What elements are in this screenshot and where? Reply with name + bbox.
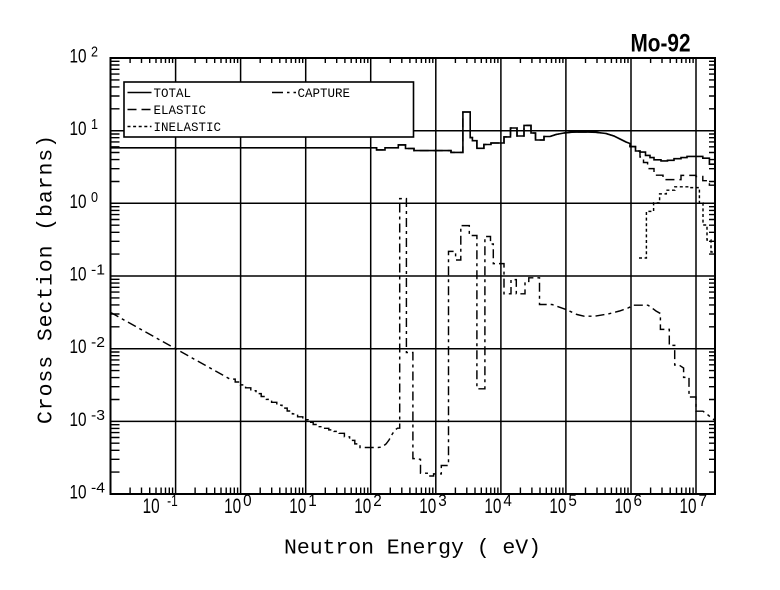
svg-text:10: 10: [354, 494, 371, 518]
svg-text:-4: -4: [91, 480, 105, 497]
svg-text:10: 10: [70, 119, 87, 140]
svg-text:7: 7: [699, 491, 708, 510]
svg-text:TOTAL: TOTAL: [154, 87, 192, 101]
svg-text:10: 10: [289, 494, 306, 518]
svg-text:0: 0: [243, 491, 252, 510]
svg-text:3: 3: [438, 491, 447, 510]
svg-text:10: 10: [419, 494, 436, 518]
svg-text:2: 2: [91, 44, 98, 61]
svg-text:10: 10: [680, 494, 697, 518]
svg-text:10: 10: [70, 192, 87, 213]
svg-text:1: 1: [308, 491, 317, 510]
svg-text:10: 10: [224, 494, 241, 518]
svg-text:1: 1: [91, 116, 98, 133]
svg-text:0: 0: [91, 189, 98, 206]
svg-text:6: 6: [634, 491, 643, 510]
svg-text:-1: -1: [167, 493, 178, 510]
svg-text:CAPTURE: CAPTURE: [298, 87, 351, 101]
svg-text:10: 10: [70, 483, 87, 504]
svg-text:Neutron Energy ( eV): Neutron Energy ( eV): [284, 537, 541, 561]
svg-text:INELASTIC: INELASTIC: [154, 121, 222, 135]
svg-text:Cross Section (barns): Cross Section (barns): [35, 135, 59, 424]
svg-text:10: 10: [70, 337, 87, 358]
svg-text:5: 5: [568, 491, 577, 510]
svg-text:-3: -3: [91, 407, 105, 424]
svg-text:4: 4: [503, 491, 512, 510]
svg-text:10: 10: [484, 494, 501, 518]
svg-text:-2: -2: [91, 334, 105, 351]
svg-text:-1: -1: [91, 262, 105, 279]
svg-text:10: 10: [143, 494, 160, 518]
svg-text:10: 10: [615, 494, 632, 518]
svg-text:ELASTIC: ELASTIC: [154, 104, 207, 118]
svg-text:2: 2: [373, 491, 382, 510]
svg-text:10: 10: [70, 410, 87, 431]
svg-text:10: 10: [70, 265, 87, 286]
svg-text:10: 10: [549, 494, 566, 518]
svg-text:10: 10: [70, 47, 87, 68]
svg-text:Mo-92: Mo-92: [631, 30, 691, 58]
